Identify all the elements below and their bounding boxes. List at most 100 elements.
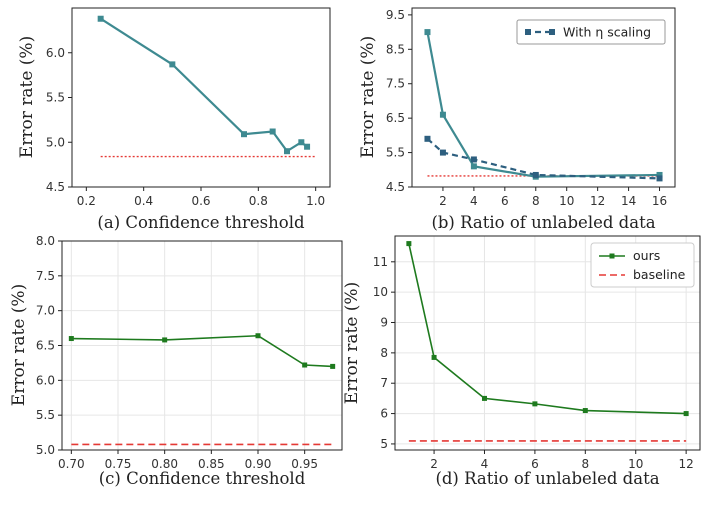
panel-caption: (d) Ratio of unlabeled data <box>435 469 659 488</box>
data-point <box>255 333 261 339</box>
data-point <box>304 143 311 150</box>
y-tick-label: 4.5 <box>386 180 405 194</box>
y-axis-label: Error rate (%) <box>358 36 378 158</box>
y-tick-label: 7 <box>380 376 388 390</box>
y-tick-label: 5.5 <box>46 91 65 105</box>
data-point <box>481 395 487 401</box>
x-tick-label: 6 <box>501 194 509 208</box>
data-point <box>439 149 446 156</box>
y-tick-label: 9 <box>380 316 388 330</box>
legend-box <box>590 242 695 288</box>
axes-frame <box>71 7 331 188</box>
x-tick-label: 0.70 <box>58 457 85 471</box>
series-line-0 <box>71 334 333 368</box>
x-tick-label: 2 <box>439 194 447 208</box>
data-point <box>532 401 538 407</box>
y-axis-label: Error rate (%) <box>17 36 37 158</box>
x-tick-label: 0.6 <box>191 194 210 208</box>
data-point <box>424 29 431 36</box>
panel-caption: (a) Confidence threshold <box>97 213 305 232</box>
y-tick-label: 7.5 <box>36 269 55 283</box>
x-tick-label: 0.85 <box>198 457 225 471</box>
y-tick-label: 6.0 <box>46 46 65 60</box>
series-line-0 <box>426 31 660 178</box>
panel-caption: (c) Confidence threshold <box>99 469 306 488</box>
data-point <box>424 135 431 142</box>
y-tick-label: 8.0 <box>36 234 55 248</box>
panel-c: 0.70 0.75 0.80 0.85 0.90 0.95 5.0 5.5 6.0 6.5 7.0 7… <box>9 234 343 488</box>
x-tick-label: 2 <box>430 457 438 471</box>
axes-frame <box>394 235 701 451</box>
panel-a: 0.2 0.4 0.6 0.8 1.0 4.5 5.0 5.5 6.0 Error rate (%… <box>17 7 331 232</box>
legend-box <box>516 19 666 45</box>
legend-marker-ours <box>609 253 615 259</box>
data-point <box>406 241 412 247</box>
y-tick-label: 11 <box>373 255 388 269</box>
data-point <box>68 336 74 342</box>
x-tick-label: 16 <box>652 194 667 208</box>
x-tick-label: 4 <box>470 194 478 208</box>
data-point <box>269 128 276 135</box>
y-tick-label: 4.5 <box>46 180 65 194</box>
x-tick-label: 6 <box>531 457 539 471</box>
y-tick-label: 5.5 <box>386 146 405 160</box>
y-axis-label: Error rate (%) <box>9 284 29 406</box>
x-tick-label: 12 <box>590 194 605 208</box>
data-point <box>470 163 477 170</box>
data-point <box>470 156 477 163</box>
y-tick-label: 7.5 <box>386 77 405 91</box>
x-tick-label: 0.90 <box>245 457 272 471</box>
data-point <box>169 61 176 68</box>
panel-caption: (b) Ratio of unlabeled data <box>431 213 655 232</box>
legend-marker <box>549 29 555 35</box>
y-tick-label: 8.5 <box>386 42 405 56</box>
x-tick-label: 8 <box>532 194 540 208</box>
x-tick-label: 0.95 <box>291 457 318 471</box>
x-tick-label: 4 <box>481 457 489 471</box>
legend-marker <box>525 29 531 35</box>
data-point <box>284 148 290 155</box>
y-tick-label: 6.5 <box>36 339 55 353</box>
x-tick-label: 0.8 <box>249 194 268 208</box>
y-tick-label: 6.0 <box>36 373 55 387</box>
y-tick-label: 10 <box>373 285 388 299</box>
y-tick-label: 6 <box>380 407 388 421</box>
x-tick-label: 10 <box>559 194 574 208</box>
data-point <box>431 354 437 360</box>
series-line-0 <box>100 17 308 153</box>
data-point <box>532 171 539 178</box>
axes-frame <box>411 7 676 188</box>
x-tick-label: 1.0 <box>306 194 325 208</box>
data-point <box>582 408 588 414</box>
panel-b: 2 4 6 8 10 12 14 16 4.5 5.5 6.5 7.5 8.5 9.5 Error rate… <box>358 7 676 232</box>
y-tick-label: 5.5 <box>36 408 55 422</box>
x-tick-label: 14 <box>621 194 636 208</box>
data-point <box>241 131 247 138</box>
y-tick-label: 6.5 <box>386 111 405 125</box>
y-tick-label: 5.0 <box>46 135 65 149</box>
x-tick-label: 0.80 <box>151 457 178 471</box>
data-point <box>162 337 168 343</box>
y-tick-label: 7.0 <box>36 304 55 318</box>
y-tick-label: 5 <box>380 437 388 451</box>
y-tick-label: 8 <box>380 346 388 360</box>
x-tick-label: 10 <box>628 457 643 471</box>
x-tick-label: 0.75 <box>105 457 132 471</box>
y-tick-label: 5.0 <box>36 443 55 457</box>
legend-label-ours: ours <box>633 248 660 263</box>
data-point <box>97 15 104 22</box>
data-point <box>439 111 446 118</box>
y-tick-label: 9.5 <box>386 8 405 22</box>
y-axis-label: Error rate (%) <box>342 282 362 404</box>
series-line-0 <box>408 243 687 415</box>
data-point <box>298 139 305 146</box>
legend-label: With η scaling <box>563 25 651 40</box>
data-point <box>302 362 308 368</box>
series-line-1 <box>426 137 660 180</box>
x-tick-label: 0.4 <box>134 194 153 208</box>
data-point <box>656 175 663 182</box>
x-tick-label: 8 <box>581 457 589 471</box>
data-point <box>330 363 336 369</box>
panel-d: 2 4 6 8 10 12 5 6 7 8 9 10 11 Error rate (%) (d) Ratio… <box>342 235 701 488</box>
